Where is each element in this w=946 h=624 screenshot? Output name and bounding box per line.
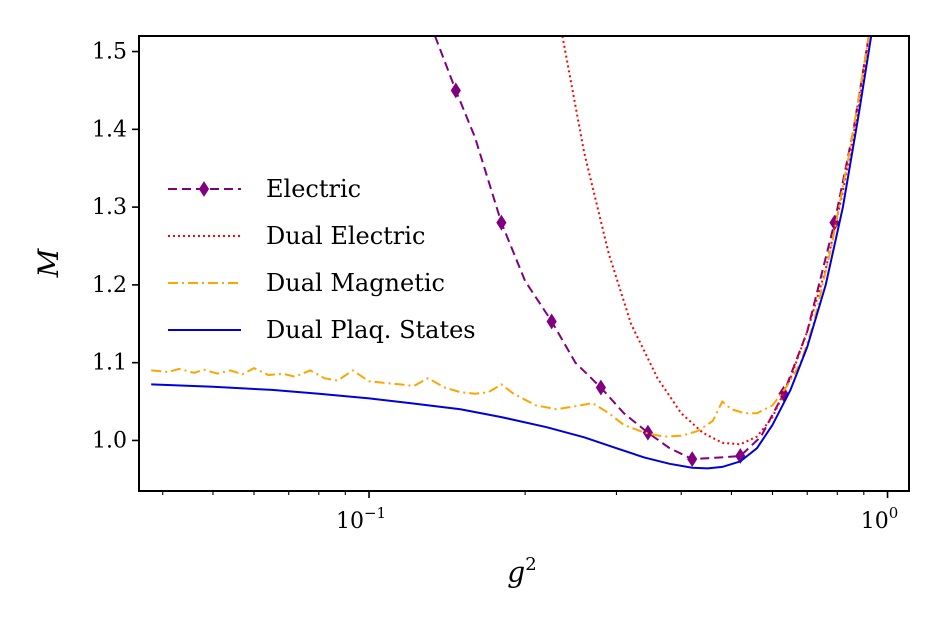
series-electric-marker — [595, 379, 606, 396]
series-layer — [151, 36, 873, 470]
series-electric-marker — [450, 82, 461, 99]
plot-frame — [138, 35, 910, 492]
series-electric-marker — [496, 214, 507, 231]
legend-electric-label: Electric — [266, 175, 361, 203]
x-axis-ticks: 10−1 100 — [162, 491, 899, 534]
y-axis-ticks: 1.0 1.1 1.2 1.3 1.4 1.5 — [92, 40, 139, 453]
y-tick-label: 1.2 — [92, 273, 127, 298]
legend-dual-electric-label: Dual Electric — [266, 222, 425, 250]
x-tick-label: 10−1 — [336, 504, 386, 534]
series-electric-marker — [546, 313, 557, 330]
series-electric-line — [434, 36, 870, 461]
y-axis-title: M — [32, 247, 65, 278]
legend-dual-magnetic-label: Dual Magnetic — [266, 269, 445, 297]
series-dual-magnetic-line — [151, 36, 870, 438]
y-tick-label: 1.3 — [92, 195, 127, 220]
x-axis-title: g2 — [507, 554, 536, 589]
x-tick-label: 100 — [861, 504, 899, 534]
legend-electric-marker — [198, 181, 210, 197]
y-tick-label: 1.4 — [92, 117, 127, 142]
y-tick-label: 1.0 — [92, 428, 127, 453]
series-electric-marker — [642, 424, 653, 441]
series-dual-plaq-states-line — [151, 36, 873, 470]
legend-dual-plaq-states-label: Dual Plaq. States — [266, 316, 476, 344]
y-tick-label: 1.1 — [92, 351, 127, 376]
y-tick-label: 1.5 — [92, 40, 127, 65]
series-dual-electric-line — [561, 36, 870, 446]
legend: Electric Dual Electric Dual Magnetic Dual P… — [168, 175, 476, 344]
series-electric-marker — [687, 451, 698, 468]
